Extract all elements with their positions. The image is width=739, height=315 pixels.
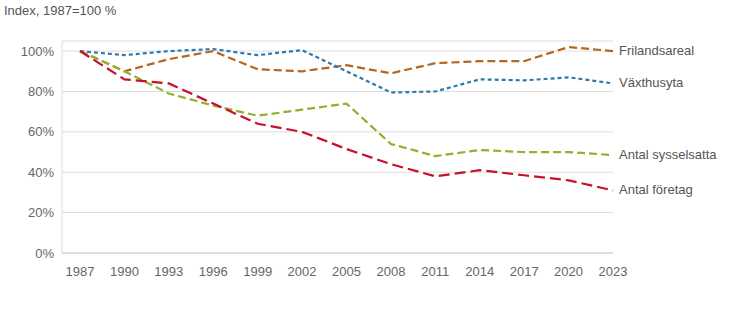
svg-text:1987: 1987 [66,264,95,279]
svg-text:2005: 2005 [332,264,361,279]
svg-text:40%: 40% [28,165,54,180]
svg-text:1993: 1993 [154,264,183,279]
svg-text:Växthusyta: Växthusyta [619,75,684,90]
svg-text:2014: 2014 [465,264,494,279]
svg-text:1999: 1999 [243,264,272,279]
svg-text:60%: 60% [28,124,54,139]
svg-text:2020: 2020 [554,264,583,279]
svg-text:2011: 2011 [421,264,449,279]
svg-text:1996: 1996 [199,264,228,279]
svg-text:100%: 100% [21,44,55,59]
svg-text:2023: 2023 [599,264,628,279]
svg-text:Antal företag: Antal företag [619,182,693,197]
svg-text:2002: 2002 [288,264,317,279]
svg-text:2017: 2017 [510,264,539,279]
svg-text:1990: 1990 [110,264,139,279]
svg-text:0%: 0% [35,246,54,261]
svg-text:Antal sysselsatta: Antal sysselsatta [619,147,717,162]
html-text:Index, 1987=100 %: Index, 1987=100 % [4,3,117,18]
svg-text:80%: 80% [28,84,54,99]
svg-text:20%: 20% [28,205,54,220]
svg-text:Frilandsareal: Frilandsareal [619,43,694,58]
svg-text:2008: 2008 [376,264,405,279]
